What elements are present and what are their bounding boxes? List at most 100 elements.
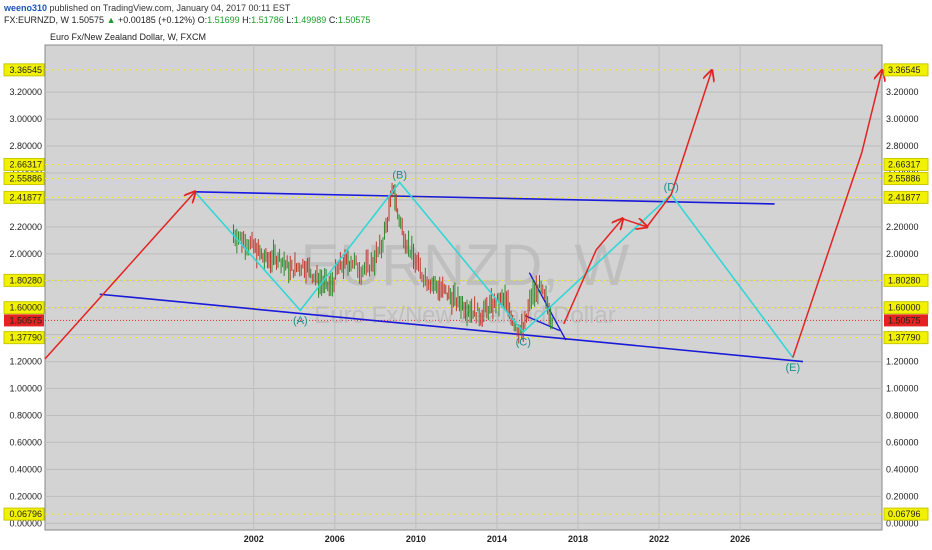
y-tick-label-left: 0.00000 — [9, 518, 42, 528]
channel-lines[interactable] — [99, 191, 804, 363]
level-tag-left: 3.36545 — [9, 65, 42, 75]
wave-label: (D) — [664, 182, 679, 194]
level-tag-right-bg — [883, 331, 929, 345]
y-tick-label-left: 3.00000 — [9, 114, 42, 124]
quote-line: FX:EURNZD, W 1.50575 ▲ +0.00185 (+0.12%)… — [4, 14, 928, 26]
level-tag-left-bg — [3, 157, 45, 171]
y-tick-label-right: 1.20000 — [886, 357, 919, 367]
low-label: L: — [286, 15, 294, 25]
level-tag-left-bg — [3, 190, 45, 204]
y-tick-label-right: 2.80000 — [886, 141, 919, 151]
y-tick-label-right: 0.80000 — [886, 410, 919, 420]
level-tags: 3.36545 3.36545 2.66317 2.66317 2.55886 2.558… — [3, 63, 929, 521]
wave-path[interactable] — [194, 181, 794, 359]
y-tick-label-left: 2.00000 — [9, 249, 42, 259]
open-label: O: — [197, 15, 208, 25]
y-tick-label-left: 0.40000 — [9, 464, 42, 474]
author-link[interactable]: weeno310 — [4, 3, 48, 13]
y-tick-label-right: 3.00000 — [886, 114, 919, 124]
close-label: C: — [328, 15, 338, 25]
last-price: 1.50575 — [71, 15, 105, 25]
wave-label: (E) — [785, 362, 800, 374]
projection-arrow — [622, 219, 647, 227]
chart-title: Euro Fx/New Zealand Dollar, W, FXCM — [50, 32, 206, 42]
level-tag-left: 1.37790 — [9, 333, 42, 343]
current-tag-left-bg — [4, 314, 44, 327]
y-tick-label-left: 0.80000 — [9, 410, 42, 420]
y-tick-label-right: 0.60000 — [886, 437, 919, 447]
level-tag-left-bg — [3, 331, 45, 345]
x-tick-label: 2026 — [730, 534, 750, 544]
level-tag-right: 2.55886 — [888, 174, 921, 184]
y-tick-label-right: 3.20000 — [886, 87, 919, 97]
chart-header: weeno310 published on TradingView.com, J… — [0, 0, 932, 28]
x-tick-label: 2014 — [487, 534, 507, 544]
level-tag-right: 3.36545 — [888, 65, 921, 75]
wave-label: (B) — [392, 169, 407, 181]
y-tick-label-left: 3.20000 — [9, 87, 42, 97]
y-tick-label-right: 0.20000 — [886, 491, 919, 501]
wave-label: (A) — [293, 315, 308, 327]
level-tag-left: 1.60000 — [9, 303, 42, 313]
level-tag-left: 2.55886 — [9, 174, 42, 184]
y-tick-label-right: 2.20000 — [886, 222, 919, 232]
level-tag-right: 1.80280 — [888, 275, 921, 285]
level-tag-right-bg — [883, 190, 929, 204]
level-tag-left-bg — [3, 507, 45, 521]
published-text: published on TradingView.com, January 04… — [49, 3, 291, 13]
change-value: +0.00185 (+0.12%) — [118, 15, 196, 25]
level-tag-right: 0.06796 — [888, 509, 921, 519]
level-tag-right-bg — [883, 273, 929, 287]
watermark-name: Euro Fx/New Zealand Dollar — [314, 302, 615, 329]
y-tick-label-left: 2.20000 — [9, 222, 42, 232]
x-tick-label: 2002 — [244, 534, 264, 544]
watermark-symbol: EURNZD, W — [301, 233, 630, 298]
y-tick-label-left: 2.80000 — [9, 141, 42, 151]
y-tick-label-left: 0.60000 — [9, 437, 42, 447]
y-tick-label-left: 0.20000 — [9, 491, 42, 501]
y-tick-label-right: 2.00000 — [886, 249, 919, 259]
level-tag-left: 1.80280 — [9, 275, 42, 285]
wedge-line — [525, 315, 561, 332]
projection-arrow — [646, 71, 712, 228]
projection-arrows[interactable] — [44, 71, 882, 360]
level-tag-right-bg — [883, 507, 929, 521]
horizontal-gridlines — [45, 91, 882, 524]
publisher-line: weeno310 published on TradingView.com, J… — [4, 2, 928, 14]
projection-arrow — [792, 71, 882, 358]
channel-line — [99, 293, 804, 363]
x-tick-label: 2006 — [325, 534, 345, 544]
symbol-label: FX:EURNZD, W — [4, 15, 69, 25]
level-tag-left-bg — [3, 301, 45, 315]
y-tick-label-left: 1.00000 — [9, 384, 42, 394]
level-tag-right: 1.37790 — [888, 333, 921, 343]
level-tag-right: 2.66317 — [888, 159, 921, 169]
plot-area[interactable] — [44, 44, 883, 531]
level-tag-left-bg — [3, 63, 45, 77]
level-tag-left-bg — [3, 273, 45, 287]
level-tag-left: 0.06796 — [9, 509, 42, 519]
x-tick-label: 2018 — [568, 534, 588, 544]
level-tag-left-bg — [3, 172, 45, 186]
open-value: 1.51699 — [207, 15, 240, 25]
y-tick-label-left: 1.20000 — [9, 357, 42, 367]
close-value: 1.50575 — [337, 15, 371, 25]
level-tag-right-bg — [883, 157, 929, 171]
level-tag-right-bg — [883, 301, 929, 315]
high-label: H: — [242, 15, 252, 25]
wave-line — [194, 181, 794, 359]
x-axis: 2002 2006 2010 2014 2018 2022 2026 — [244, 534, 750, 544]
projection-arrow — [563, 219, 623, 325]
current-price-tag: 1.50575 1.50575 — [4, 314, 928, 327]
current-tag-left: 1.50575 — [9, 315, 42, 325]
level-tag-left: 2.41877 — [9, 192, 42, 202]
x-tick-label: 2022 — [649, 534, 669, 544]
low-value: 1.49989 — [293, 15, 327, 25]
level-tag-right-bg — [883, 63, 929, 77]
wave-label: (C) — [516, 336, 531, 348]
high-value: 1.51786 — [251, 15, 284, 25]
level-tag-right: 2.41877 — [888, 192, 921, 202]
y-tick-label-right: 1.00000 — [886, 384, 919, 394]
wave-labels: (A) (B) (C) (D) (E) — [293, 169, 800, 374]
